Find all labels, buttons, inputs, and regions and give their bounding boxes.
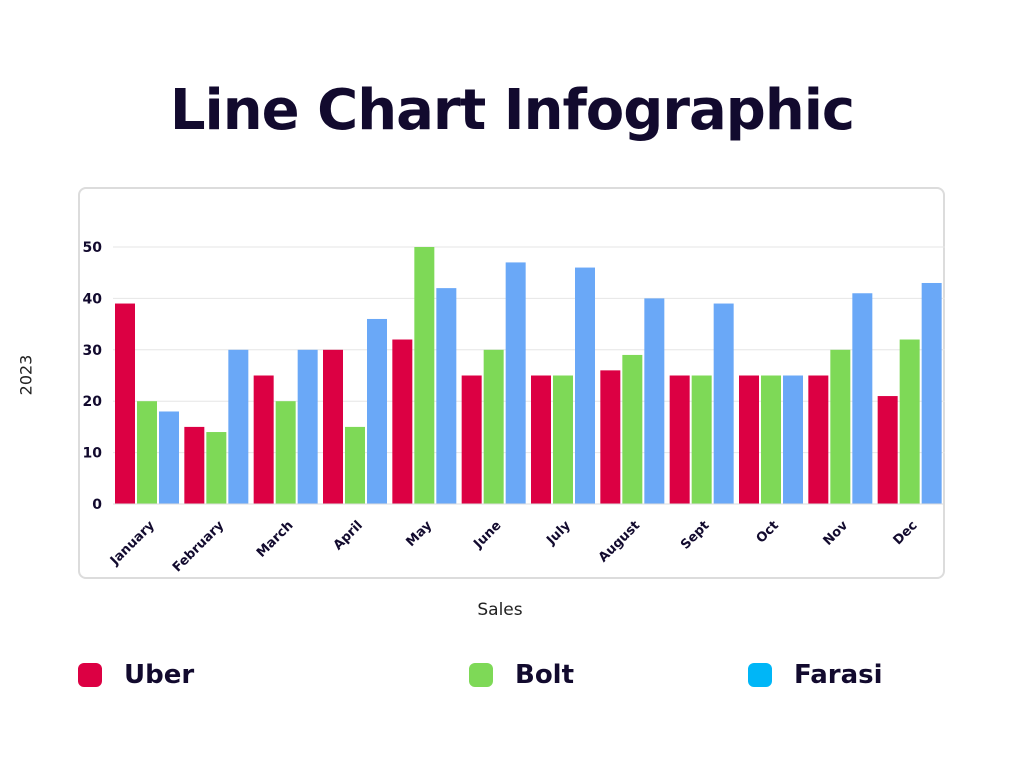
legend-swatch-uber — [78, 663, 102, 687]
x-tick-label: April — [331, 518, 366, 553]
y-tick-label: 0 — [92, 497, 102, 513]
bar-bolt — [345, 426, 365, 504]
bar-bolt — [553, 375, 573, 504]
legend-swatch-farasi — [748, 663, 772, 687]
legend-item-uber: Uber — [78, 660, 194, 690]
x-tick-label: May — [403, 518, 435, 550]
bar-bolt — [899, 339, 920, 504]
bar-bolt — [483, 349, 504, 504]
legend-item-farasi: Farasi — [748, 660, 883, 690]
x-tick-label: June — [470, 518, 504, 552]
chart-title: Line Chart Infographic — [169, 78, 855, 143]
bar-farasi — [297, 349, 318, 504]
bar-uber — [739, 375, 759, 504]
bar-bolt — [761, 375, 781, 504]
bar-farasi — [575, 267, 595, 504]
bar-bolt — [414, 247, 435, 504]
bar-farasi — [505, 262, 526, 504]
bar-uber — [531, 375, 551, 504]
bar-bolt — [206, 432, 227, 504]
legend-label: Uber — [124, 660, 195, 690]
y-axis-label: 2023 — [16, 354, 36, 396]
bar-farasi — [783, 375, 803, 504]
x-tick-label: July — [543, 518, 574, 549]
bar-farasi — [852, 293, 873, 504]
y-tick-label: 20 — [83, 394, 103, 410]
bar-uber — [253, 375, 274, 504]
bar-uber — [323, 349, 343, 504]
x-tick-label: March — [254, 518, 296, 560]
bar-bolt — [691, 375, 712, 504]
y-tick-label: 10 — [83, 446, 103, 462]
legend-label: Farasi — [794, 660, 883, 690]
x-tick-label: January — [107, 518, 158, 569]
bar-uber — [808, 375, 829, 504]
bar-uber — [877, 396, 898, 504]
bar-bolt — [275, 401, 296, 504]
legend-label: Bolt — [515, 660, 575, 690]
bar-farasi — [921, 282, 942, 504]
x-tick-label: February — [170, 518, 228, 576]
bar-uber — [115, 303, 135, 504]
legend-item-bolt: Bolt — [469, 660, 574, 690]
y-tick-label: 50 — [83, 240, 103, 256]
bar-farasi — [713, 303, 734, 504]
bar-farasi — [228, 349, 249, 504]
y-tick-label: 40 — [83, 291, 103, 307]
bar-farasi — [367, 318, 387, 504]
x-tick-label: Dec — [891, 518, 921, 548]
bar-bolt — [830, 349, 851, 504]
legend-swatch-bolt — [469, 663, 493, 687]
chart-frame — [78, 187, 945, 579]
bar-uber — [461, 375, 482, 504]
y-tick-label: 30 — [83, 343, 103, 359]
x-tick-label: Sept — [678, 518, 712, 552]
bar-chart: 0 10 20 30 40 50 January February March April May J… — [83, 240, 945, 576]
bar-farasi — [644, 298, 665, 504]
bar-uber — [600, 370, 621, 504]
x-tick-label: Nov — [821, 518, 852, 549]
bar-farasi — [436, 288, 457, 504]
bar-uber — [392, 339, 413, 504]
bar-uber — [184, 426, 205, 504]
bar-bolt — [137, 401, 157, 504]
x-tick-label: August — [596, 518, 643, 565]
bar-bolt — [622, 354, 643, 504]
bar-farasi — [159, 411, 179, 504]
x-tick-label: Oct — [754, 518, 782, 546]
bar-uber — [669, 375, 690, 504]
x-axis-label: Sales — [477, 600, 523, 620]
